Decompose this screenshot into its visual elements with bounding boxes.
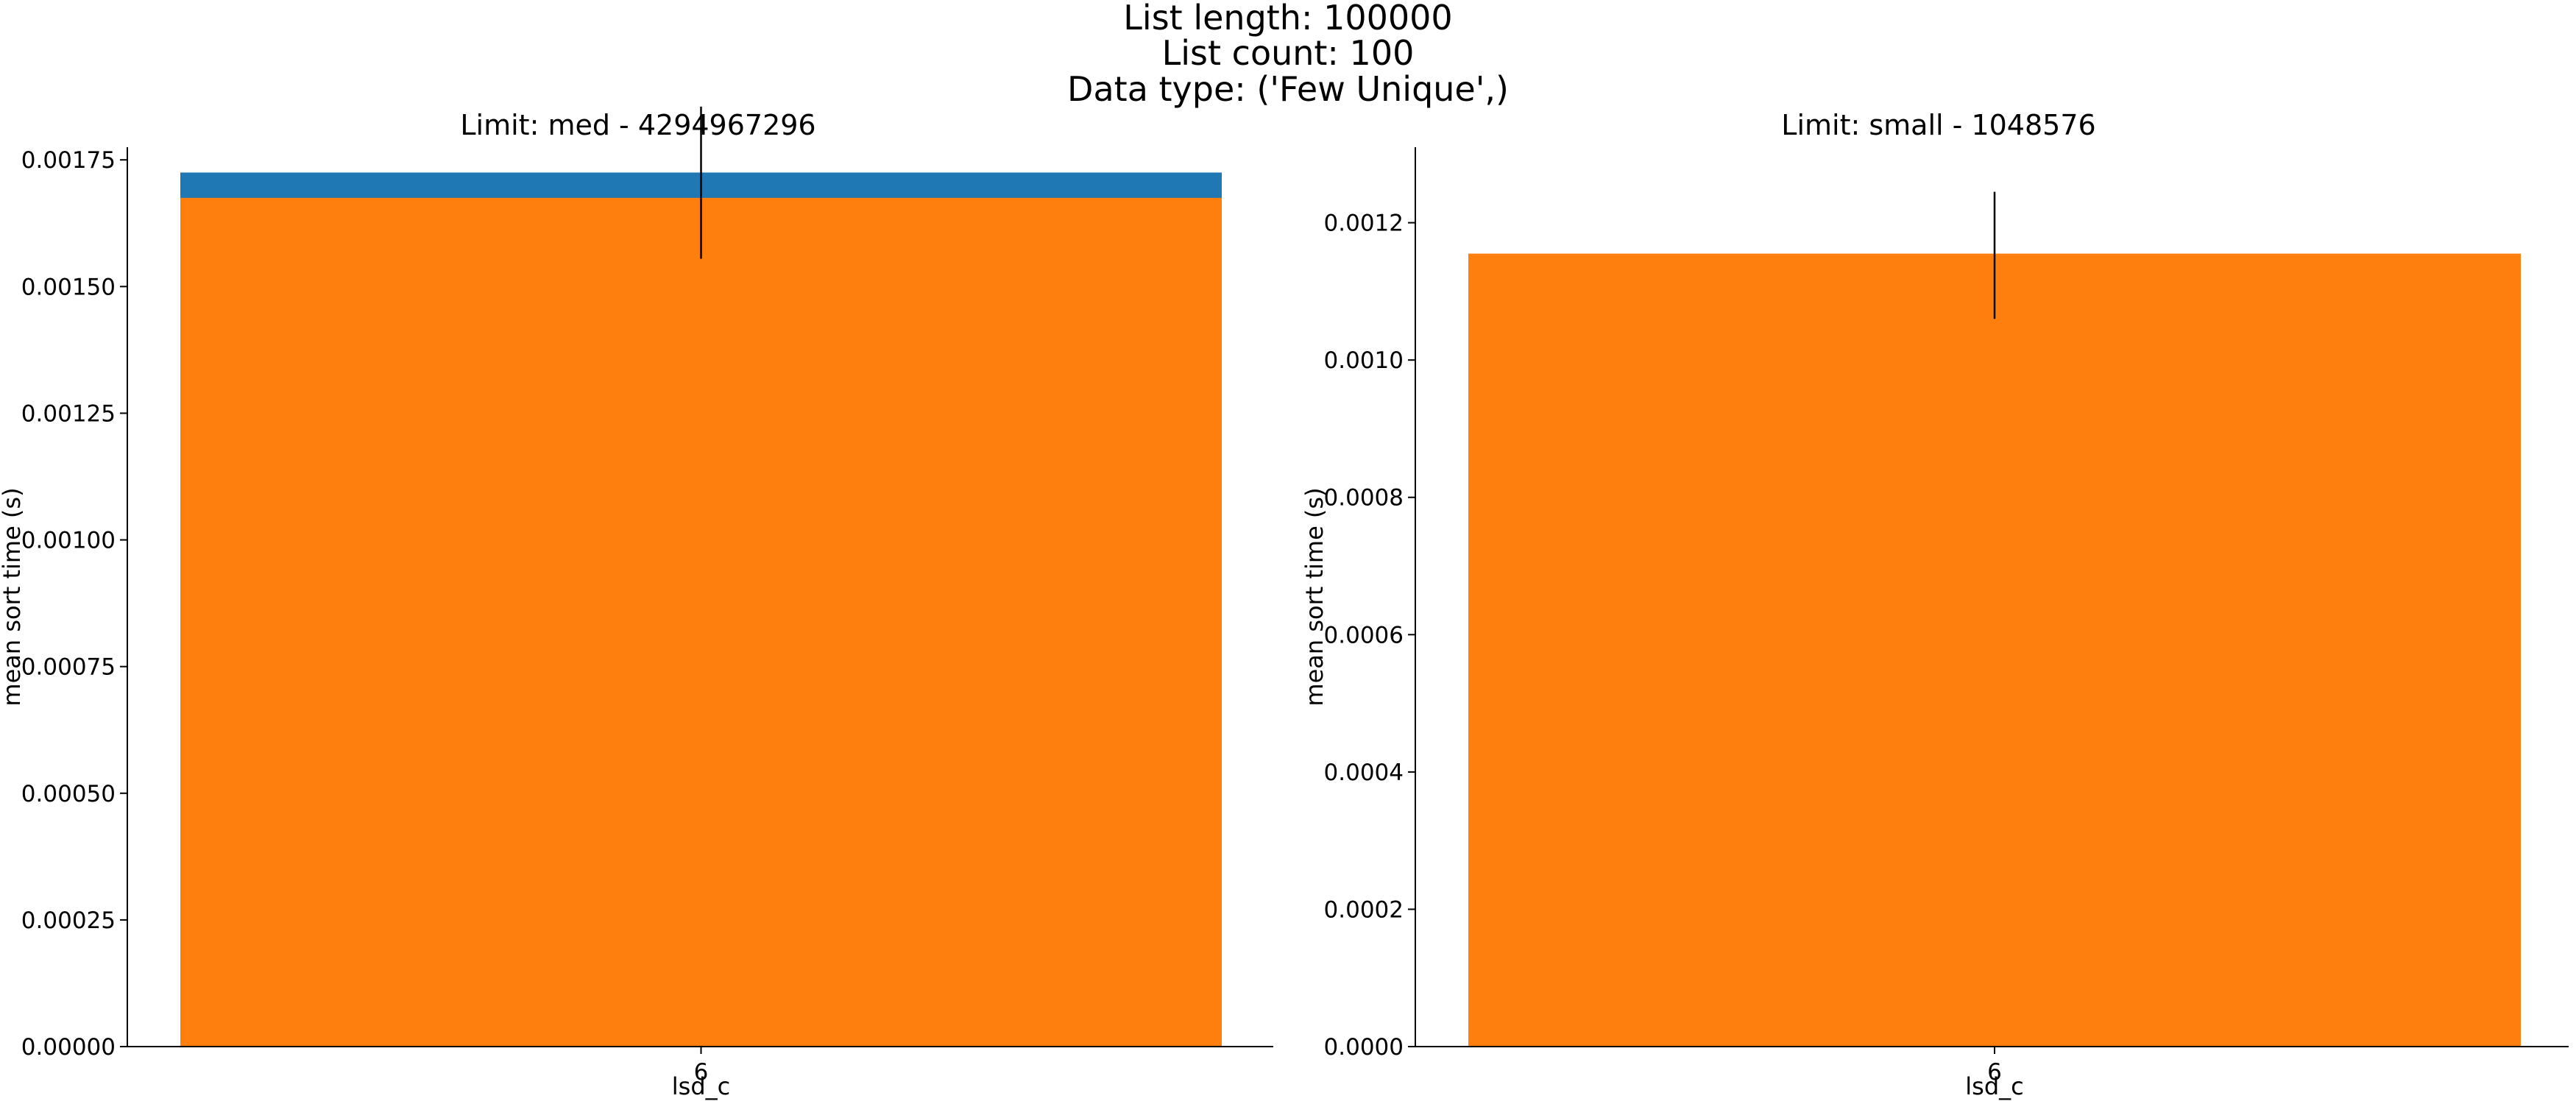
y-axis-label: mean sort time (s) [1301, 487, 1328, 706]
y-tick-label: 0.0000 [1324, 1034, 1404, 1061]
y-tick-label: 0.0002 [1324, 896, 1404, 923]
suptitle-line-2: List count: 100 [1162, 33, 1415, 73]
y-tick-label: 0.00175 [21, 147, 116, 174]
bar-series-0-6 [1468, 253, 2521, 1047]
suptitle-line-1: List length: 100000 [1123, 0, 1452, 38]
y-tick-label: 0.00100 [21, 528, 116, 554]
y-tick-label: 0.00025 [21, 907, 116, 934]
y-tick-label: 0.0006 [1324, 622, 1404, 648]
y-tick-label: 0.00075 [21, 654, 116, 681]
subplot-title: Limit: med - 4294967296 [460, 109, 815, 141]
x-axis-label: lsd_c [672, 1072, 730, 1100]
y-tick-label: 0.00000 [21, 1034, 116, 1061]
y-tick-label: 0.00050 [21, 781, 116, 807]
x-tick-label: 6 [1987, 1059, 2002, 1086]
subplot-small: Limit: small - 1048576 0.0000 0.0002 0.0004… [1301, 109, 2569, 1100]
x-axis-label: lsd_c [1965, 1072, 2023, 1100]
y-tick-label: 0.0012 [1324, 210, 1404, 237]
bar-series-1-6 [180, 197, 1222, 1047]
y-tick-label: 0.0004 [1324, 760, 1404, 786]
suptitle-line-3: Data type: ('Few Unique',) [1067, 69, 1509, 109]
y-tick-label: 0.00125 [21, 400, 116, 427]
x-tick-label: 6 [694, 1059, 709, 1086]
y-tick-label: 0.0008 [1324, 485, 1404, 512]
y-tick-label: 0.00150 [21, 274, 116, 300]
y-tick-label: 0.0010 [1324, 347, 1404, 374]
subplot-med: Limit: med - 4294967296 0.00000 0.00025 0.0… [0, 106, 1273, 1100]
y-axis-label: mean sort time (s) [0, 487, 26, 706]
subplot-title: Limit: small - 1048576 [1781, 109, 2095, 141]
